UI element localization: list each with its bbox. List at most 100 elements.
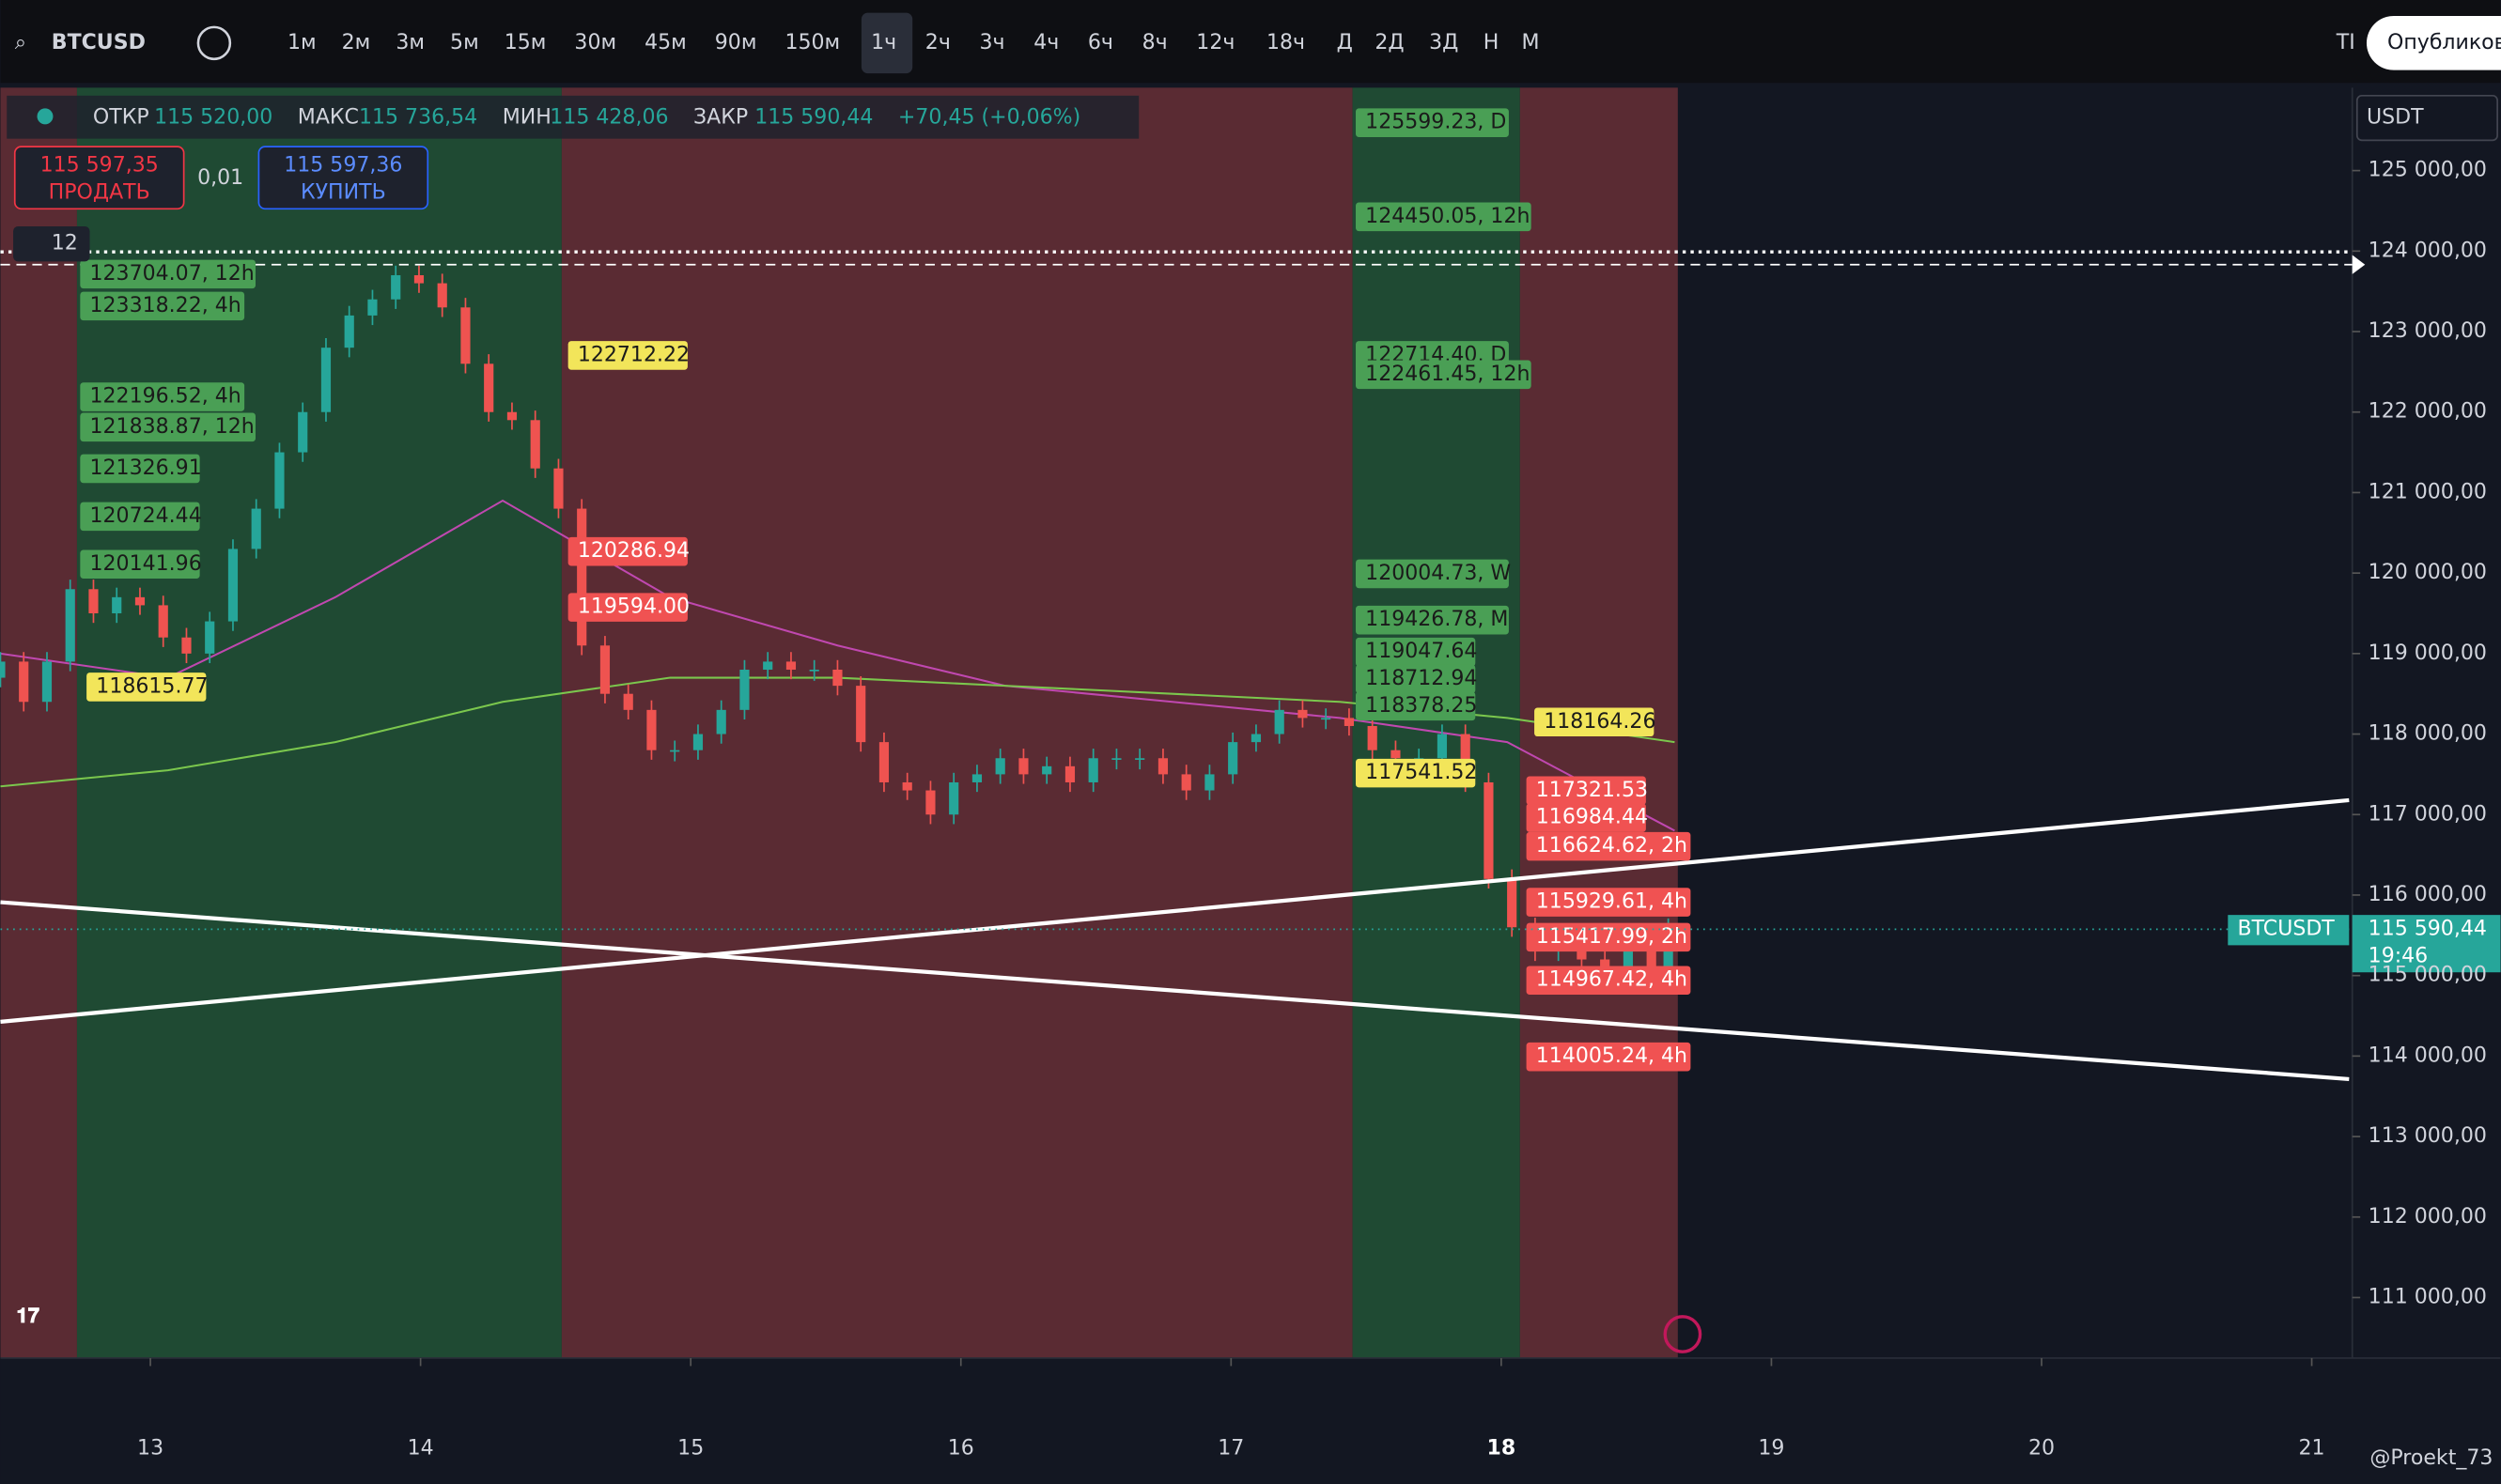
x-tick-label: 18	[1487, 1437, 1516, 1461]
candle	[1297, 709, 1308, 719]
interval[interactable]: 5м	[450, 31, 479, 54]
candle	[1018, 758, 1029, 775]
legend-item: МАКС	[298, 106, 359, 130]
candle	[1111, 758, 1122, 760]
interval[interactable]: Д	[1337, 31, 1353, 54]
legend-item: 115 520,00	[154, 106, 272, 130]
candle	[1157, 758, 1169, 775]
interval[interactable]: 3Д	[1429, 31, 1458, 54]
y-tick-label: 122 000,00	[2369, 400, 2487, 424]
currency: USDT	[2367, 106, 2424, 130]
interval[interactable]: 90м	[715, 31, 757, 54]
candle	[716, 709, 726, 734]
interval[interactable]: 2Д	[1375, 31, 1404, 54]
candle	[1064, 765, 1076, 782]
symbol[interactable]: BTCUSD	[52, 31, 146, 54]
level-tag-label: 123704.07, 12h	[90, 262, 255, 286]
interval[interactable]: 2ч	[925, 31, 951, 54]
x-tick-label: 17	[1218, 1437, 1244, 1461]
level-tag	[80, 412, 256, 442]
candle	[0, 661, 6, 678]
level-tag-label: 117321.53	[1536, 779, 1648, 802]
interval[interactable]: 3ч	[979, 31, 1004, 54]
y-tick-label: 113 000,00	[2369, 1124, 2487, 1148]
interval[interactable]: Н	[1484, 31, 1499, 54]
level-tag	[1356, 202, 1531, 232]
candle	[1135, 758, 1145, 760]
candle	[763, 661, 773, 670]
candle	[832, 669, 843, 687]
symbol-tag	[2228, 915, 2350, 946]
candle	[205, 621, 215, 654]
currency-select[interactable]	[2355, 94, 2498, 142]
level-tag-label: 121326.91	[90, 456, 202, 480]
level-tag	[86, 672, 207, 702]
buy-button[interactable]	[257, 146, 429, 210]
alert-icon[interactable]	[1663, 1315, 1702, 1353]
x-tick-label: 14	[408, 1437, 434, 1461]
level-tag-label: 119047.64	[1365, 640, 1477, 663]
buy-label: КУПИТЬ	[301, 180, 386, 204]
candle	[506, 411, 518, 421]
candle	[739, 669, 750, 710]
candle	[1484, 781, 1494, 879]
legend-item: МИН	[503, 106, 551, 130]
interval[interactable]: 1м	[287, 31, 317, 54]
publish-button[interactable]	[2366, 15, 2501, 70]
candle	[1321, 718, 1331, 720]
level-tag	[1526, 776, 1646, 806]
level-tag	[1526, 831, 1691, 861]
candle	[809, 669, 819, 672]
candle	[344, 315, 354, 348]
interval[interactable]: 15м	[505, 31, 547, 54]
y-tick-label: 121 000,00	[2369, 480, 2487, 503]
candle	[856, 686, 866, 743]
add-button[interactable]	[196, 25, 232, 61]
candle	[320, 348, 332, 412]
level-tag-label: 120724.44	[90, 504, 202, 528]
legend-item: ОТКР	[93, 106, 149, 130]
interval[interactable]: 6ч	[1088, 31, 1113, 54]
interval[interactable]: М	[1522, 31, 1540, 54]
level-tags: 123704.07, 12h 123318.22, 4h 122196.52, 4h…	[80, 108, 1691, 1072]
countdown: 19:46	[2369, 944, 2429, 967]
candle	[112, 596, 122, 613]
legend-box	[7, 95, 1140, 139]
interval[interactable]: 45м	[645, 31, 687, 54]
candle	[65, 589, 75, 662]
candle	[1042, 765, 1052, 775]
interval[interactable]: 30м	[574, 31, 616, 54]
interval[interactable]: 18ч	[1266, 31, 1305, 54]
ui: ⌕ BTCUSD 1м 2м 3м 5м 15м 30м 45м 90м 150м 1ч 2ч 3ч 4ч 6…	[7, 12, 2501, 1470]
sell-label: ПРОДАТЬ	[49, 180, 150, 204]
toolbar	[0, 0, 2501, 84]
level-tag-label: 115929.61, 4h	[1536, 890, 1687, 914]
level-tag-label: 123318.22, 4h	[90, 294, 241, 317]
candle	[971, 774, 983, 782]
level-tag	[1356, 758, 1476, 788]
candle	[995, 758, 1005, 775]
interval[interactable]: 8ч	[1142, 31, 1168, 54]
interval[interactable]: 2м	[342, 31, 371, 54]
candle	[298, 411, 308, 453]
truncated-label: TI	[2336, 31, 2355, 54]
interval[interactable]: 4ч	[1033, 31, 1059, 54]
indicators-toggle[interactable]	[13, 225, 90, 262]
level-tag-label: 122712.22	[578, 343, 690, 366]
candle	[1228, 742, 1238, 775]
interval[interactable]: 3м	[396, 31, 425, 54]
level-tag-label: 118712.94	[1365, 667, 1477, 690]
y-tick-label: 116 000,00	[2369, 883, 2487, 906]
level-tag-label: 122196.52, 4h	[90, 385, 241, 409]
interval[interactable]: 12ч	[1196, 31, 1235, 54]
candle	[251, 508, 261, 549]
sell-button[interactable]	[13, 146, 185, 210]
level-tag-label: 124450.05, 12h	[1365, 205, 1530, 228]
interval[interactable]: 1ч	[871, 31, 896, 54]
interval[interactable]: 150м	[784, 31, 840, 54]
level-tag	[80, 549, 200, 580]
candle	[670, 750, 680, 752]
x-tick-label: 16	[948, 1437, 974, 1461]
level-tag-label: 114967.42, 4h	[1536, 968, 1687, 992]
